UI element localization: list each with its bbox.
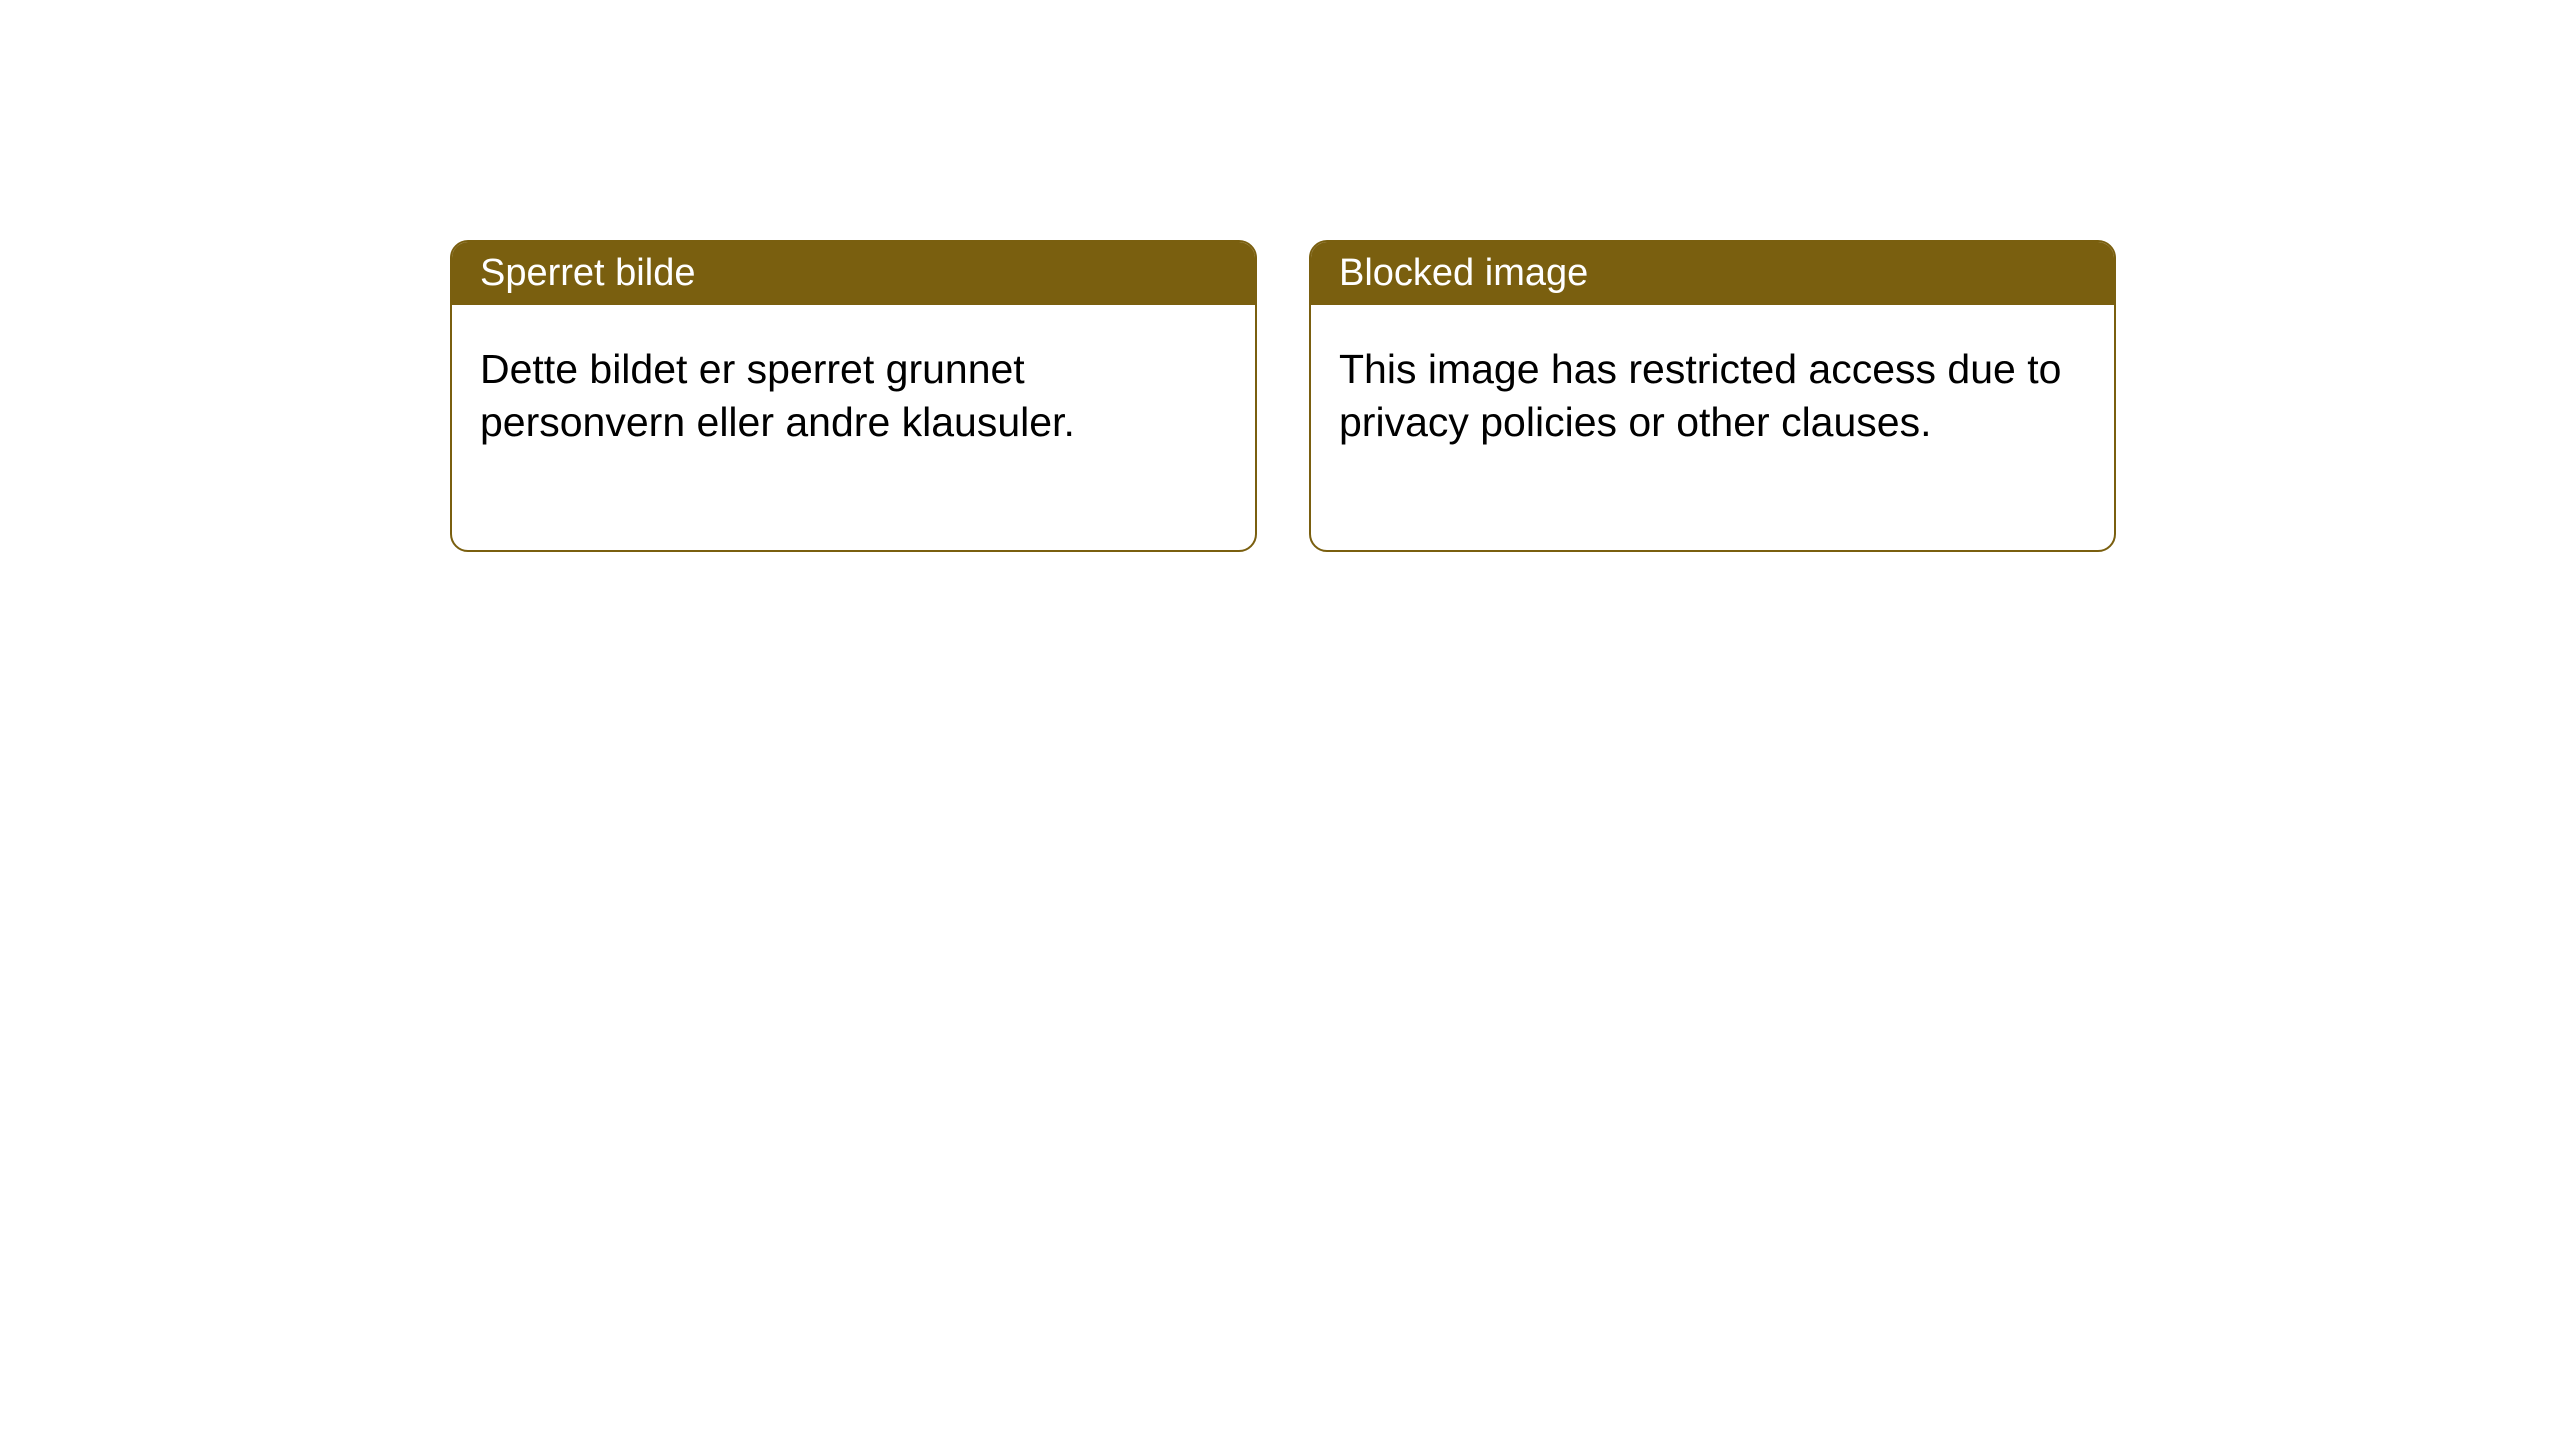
notice-body-norwegian: Dette bildet er sperret grunnet personve… bbox=[452, 305, 1255, 550]
notice-title-english: Blocked image bbox=[1339, 252, 1588, 294]
notice-header-english: Blocked image bbox=[1311, 242, 2114, 305]
notice-body-english: This image has restricted access due to … bbox=[1311, 305, 2114, 550]
notice-container: Sperret bilde Dette bildet er sperret gr… bbox=[450, 240, 2116, 552]
notice-card-english: Blocked image This image has restricted … bbox=[1309, 240, 2116, 552]
notice-text-english: This image has restricted access due to … bbox=[1339, 346, 2061, 445]
notice-title-norwegian: Sperret bilde bbox=[480, 252, 695, 294]
notice-header-norwegian: Sperret bilde bbox=[452, 242, 1255, 305]
notice-text-norwegian: Dette bildet er sperret grunnet personve… bbox=[480, 346, 1075, 445]
notice-card-norwegian: Sperret bilde Dette bildet er sperret gr… bbox=[450, 240, 1257, 552]
